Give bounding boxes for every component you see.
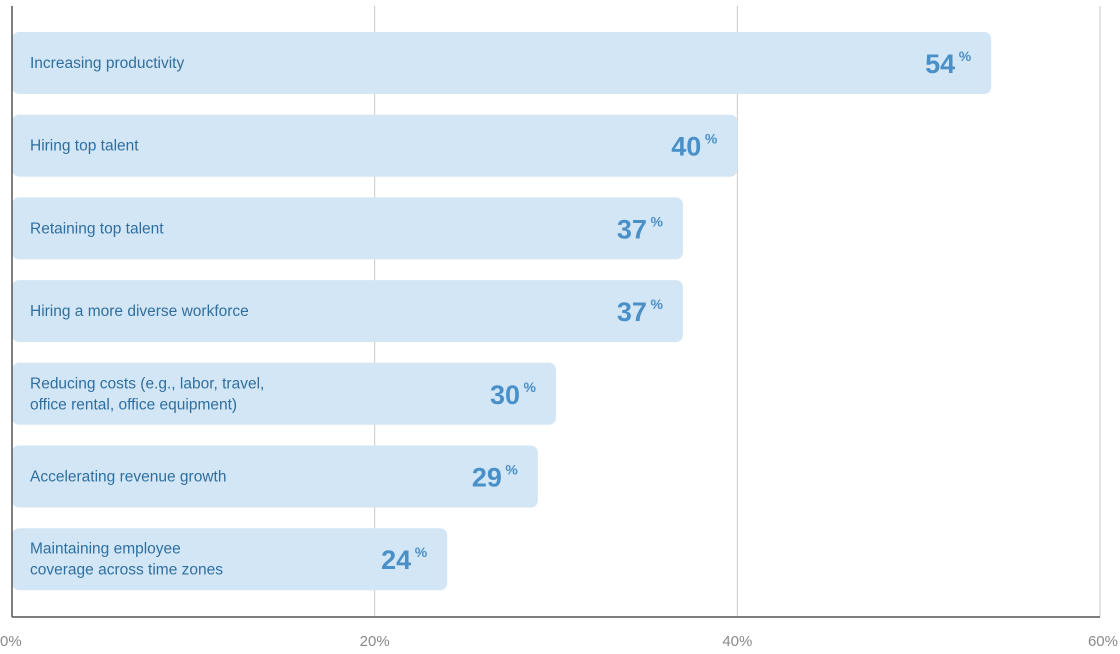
value-suffix-1: % — [705, 131, 718, 147]
value-label-1: 40 — [671, 132, 701, 162]
bar-6 — [12, 528, 448, 591]
tick-label-3: 60% — [1088, 633, 1118, 650]
bar-5 — [12, 445, 538, 508]
tick-label-1: 20% — [360, 633, 390, 650]
bar-0 — [12, 32, 992, 94]
x-axis: 0% 20% 40% 60% — [0, 6, 1118, 650]
value-label-5: 29 — [472, 463, 502, 493]
category-label-3: Hiring a more diverse workforce — [30, 303, 249, 320]
value-suffix-4: % — [524, 379, 537, 395]
category-label-6: Maintaining employee coverage across time… — [30, 541, 223, 579]
bar-2 — [12, 197, 683, 260]
value-label-6: 24 — [381, 545, 411, 575]
value-label-2: 37 — [617, 214, 647, 244]
value-suffix-2: % — [650, 213, 663, 229]
value-suffix-3: % — [650, 296, 663, 312]
value-suffix-5: % — [505, 462, 518, 478]
value-label-3: 37 — [617, 297, 647, 327]
value-label-4: 30 — [490, 380, 520, 410]
bar-1 — [12, 114, 738, 177]
value-suffix-6: % — [415, 544, 428, 560]
bar-3 — [12, 280, 683, 343]
category-label-0: Increasing productivity — [30, 55, 184, 72]
bar-4 — [12, 362, 556, 425]
category-label-5: Accelerating revenue growth — [30, 469, 226, 486]
category-label-2: Retaining top talent — [30, 220, 164, 237]
tick-label-0: 0% — [0, 633, 22, 650]
tick-label-2: 40% — [722, 633, 752, 650]
category-label-1: Hiring top talent — [30, 138, 139, 155]
category-label-4: Reducing costs (e.g., labor, travel, offi… — [30, 375, 264, 413]
value-label-0: 54 — [925, 49, 955, 79]
value-suffix-0: % — [959, 48, 972, 64]
